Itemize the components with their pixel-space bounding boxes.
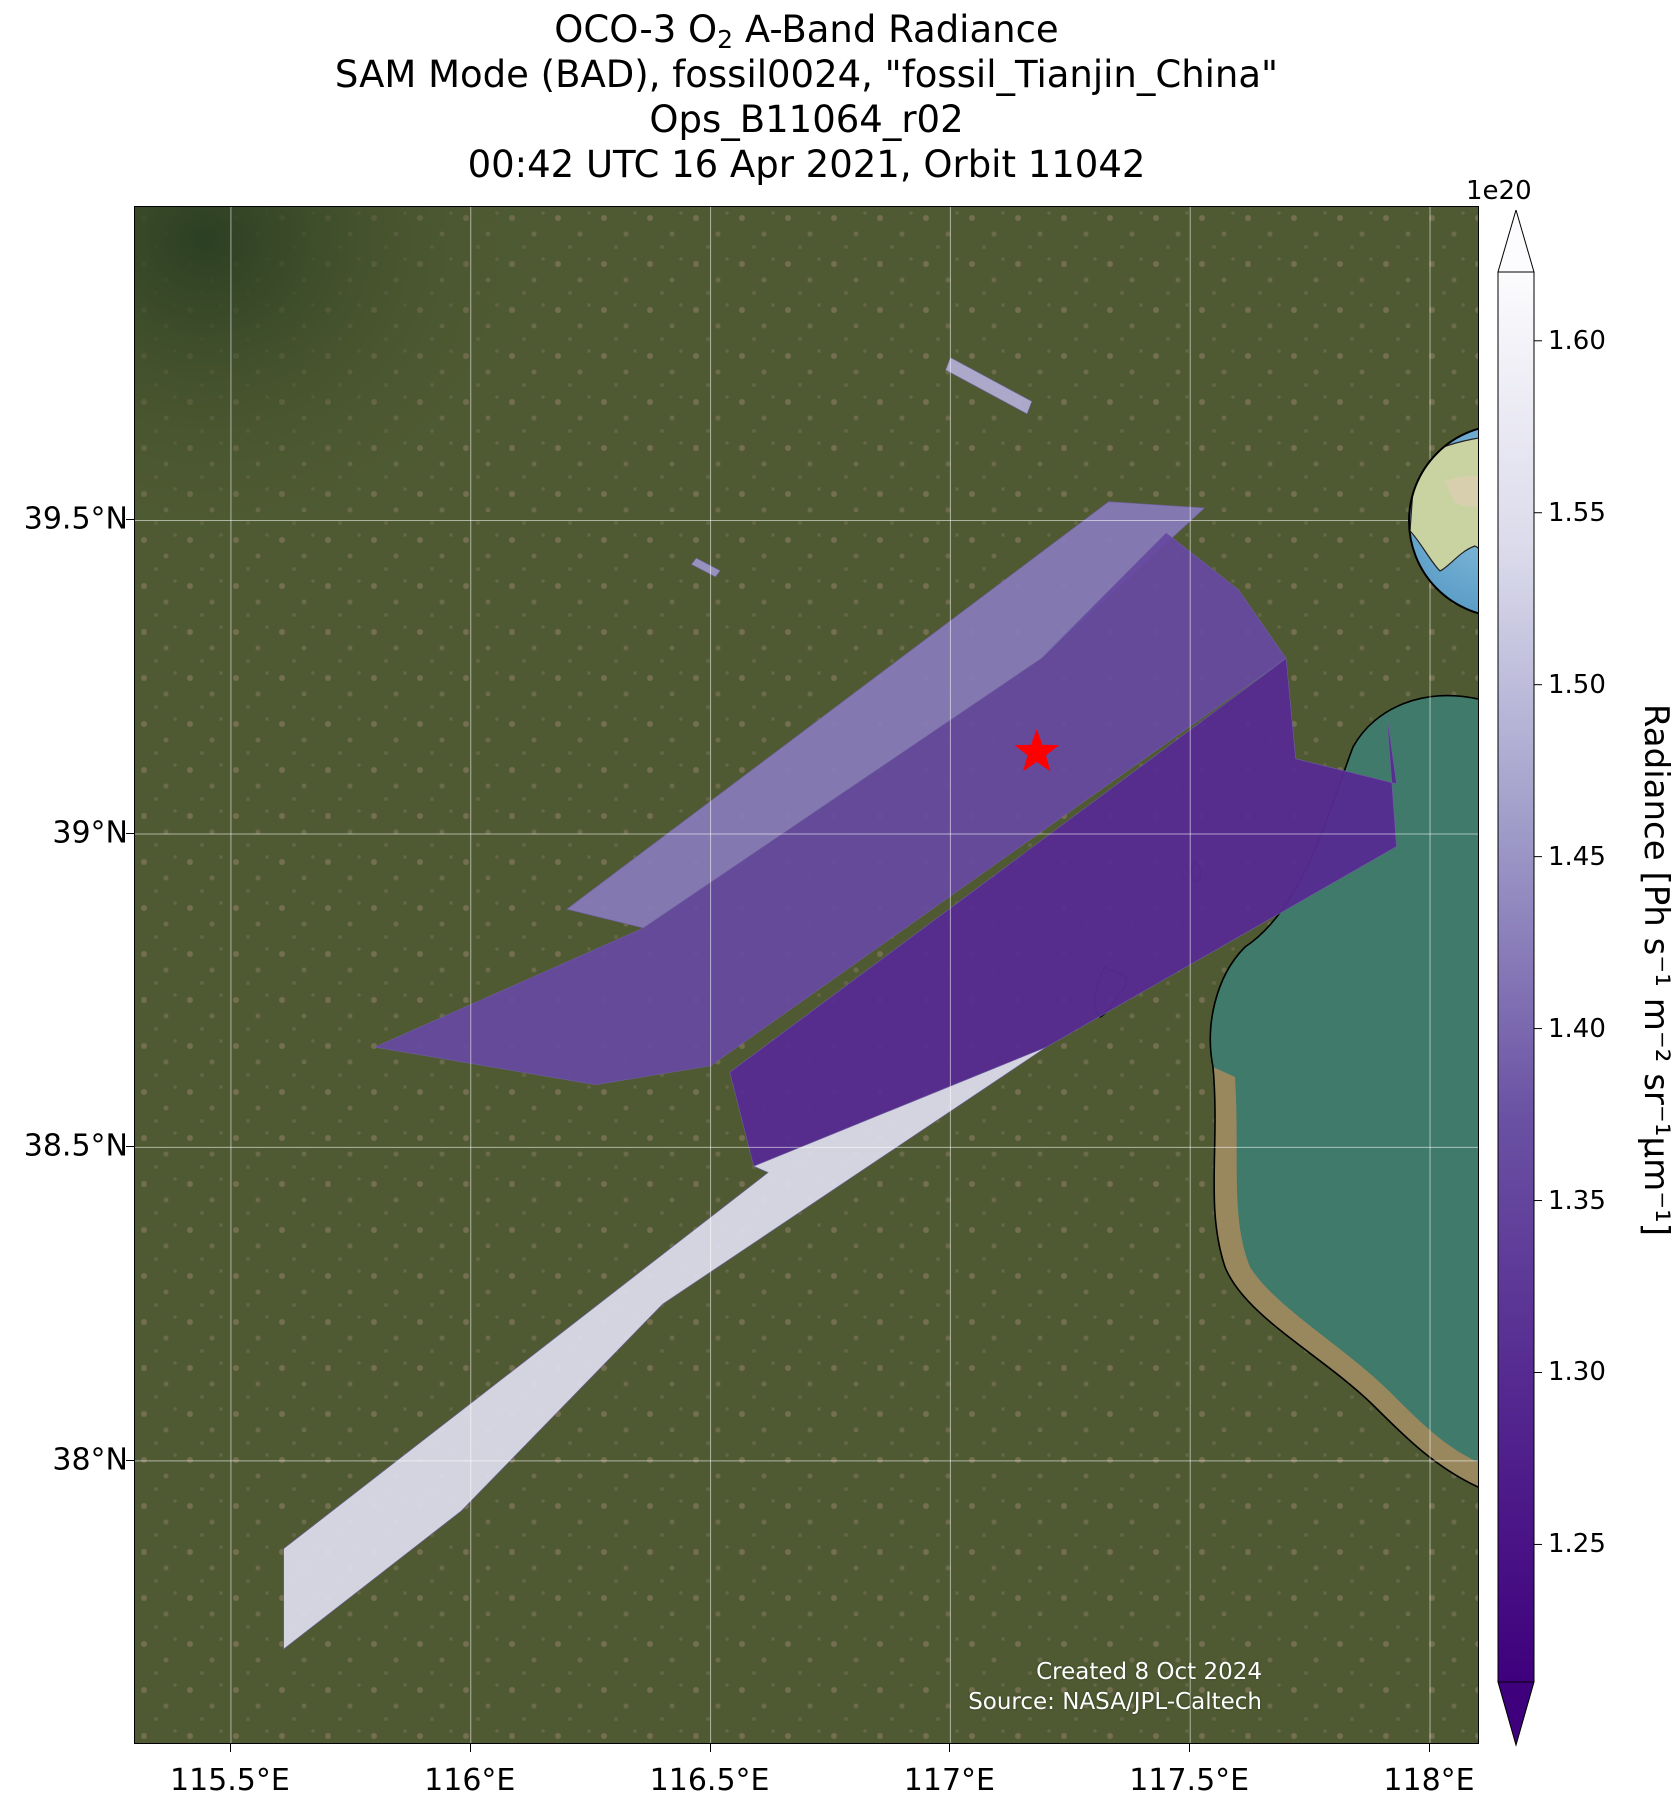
map-panel[interactable]: Created 8 Oct 2024 Source: NASA/JPL-Calt…: [134, 206, 1479, 1744]
sea-area: [1210, 695, 1478, 1487]
colorbar-tick-label-1: 1.30: [1548, 1357, 1606, 1388]
lon-tick-mark-5: [1429, 1744, 1431, 1752]
lat-tick-mark-2: [126, 1146, 134, 1148]
lat-tick-mark-3: [126, 1459, 134, 1461]
colorbar-tick-label-4: 1.45: [1548, 841, 1606, 872]
colorbar-tick-label-3: 1.40: [1548, 1013, 1606, 1044]
title-line-1: OCO-3 O2 A-Band Radiance: [134, 8, 1479, 52]
lon-tick-label-3: 117°E: [903, 1763, 995, 1798]
target-star-marker: [1014, 728, 1060, 772]
lon-tick-mark-4: [1189, 1744, 1191, 1752]
colorbar: [1497, 210, 1542, 1747]
colorbar-exponent: 1e20: [1466, 176, 1532, 206]
title-prefix: OCO-3 O: [554, 8, 718, 51]
credit-source: Source: NASA/JPL-Caltech: [968, 1689, 1262, 1715]
inset-globe: [1408, 427, 1478, 615]
lon-tick-mark-1: [469, 1744, 471, 1752]
title-line-3: Ops_B11064_r02: [649, 98, 964, 141]
colorbar-extend-low: [1497, 1681, 1535, 1747]
lat-tick-label-0: 39.5°N: [23, 501, 128, 537]
lon-tick-label-1: 116°E: [424, 1763, 516, 1798]
lat-tick-mark-1: [126, 832, 134, 834]
lon-tick-label-0: 115.5°E: [170, 1763, 290, 1798]
lon-tick-label-2: 116.5°E: [649, 1763, 770, 1798]
colorbar-tick-label-5: 1.50: [1548, 669, 1606, 700]
lon-tick-label-4: 117.5°E: [1129, 1763, 1250, 1798]
colorbar-gradient: [1497, 271, 1535, 1683]
lon-tick-mark-2: [709, 1744, 711, 1752]
colorbar-label: Radiance [Ph s⁻¹ m⁻² sr⁻¹μm⁻¹]: [1636, 703, 1676, 1237]
globe-landmass-asia: [1409, 434, 1478, 582]
radiance-swaths: [283, 357, 1397, 1650]
lat-tick-mark-0: [126, 519, 134, 521]
colorbar-extend-high: [1497, 210, 1535, 273]
swath-polygon-0: [945, 357, 1033, 415]
swath-polygon-3: [373, 532, 1287, 1086]
title-suffix: A-Band Radiance: [733, 8, 1059, 51]
coastline: [1209, 694, 1478, 1488]
colorbar-tick-label-6: 1.55: [1548, 497, 1606, 528]
lat-tick-label-1: 39°N: [52, 815, 128, 851]
colorbar-tick-label-7: 1.60: [1548, 325, 1606, 356]
title-line-4: 00:42 UTC 16 Apr 2021, Orbit 11042: [467, 143, 1146, 186]
lon-tick-mark-3: [949, 1744, 951, 1752]
swath-polygon-5: [283, 1046, 1047, 1650]
map-canvas[interactable]: [135, 207, 1478, 1743]
globe-desert: [1445, 475, 1478, 507]
lon-tick-mark-0: [229, 1744, 231, 1752]
globe-outline: [1408, 427, 1478, 615]
credit-created: Created 8 Oct 2024: [1036, 1659, 1262, 1685]
lat-tick-label-3: 38°N: [52, 1442, 128, 1478]
colorbar-tick-label-0: 1.25: [1548, 1529, 1606, 1560]
lat-tick-label-2: 38.5°N: [23, 1128, 128, 1164]
swath-polygon-1: [690, 557, 721, 578]
title-subscript: 2: [717, 25, 734, 54]
title-line-2: SAM Mode (BAD), fossil0024, "fossil_Tian…: [334, 53, 1279, 96]
mountain-region: [135, 207, 835, 857]
lon-tick-label-5: 118°E: [1383, 1763, 1475, 1798]
colorbar-tick-label-2: 1.35: [1548, 1185, 1606, 1216]
